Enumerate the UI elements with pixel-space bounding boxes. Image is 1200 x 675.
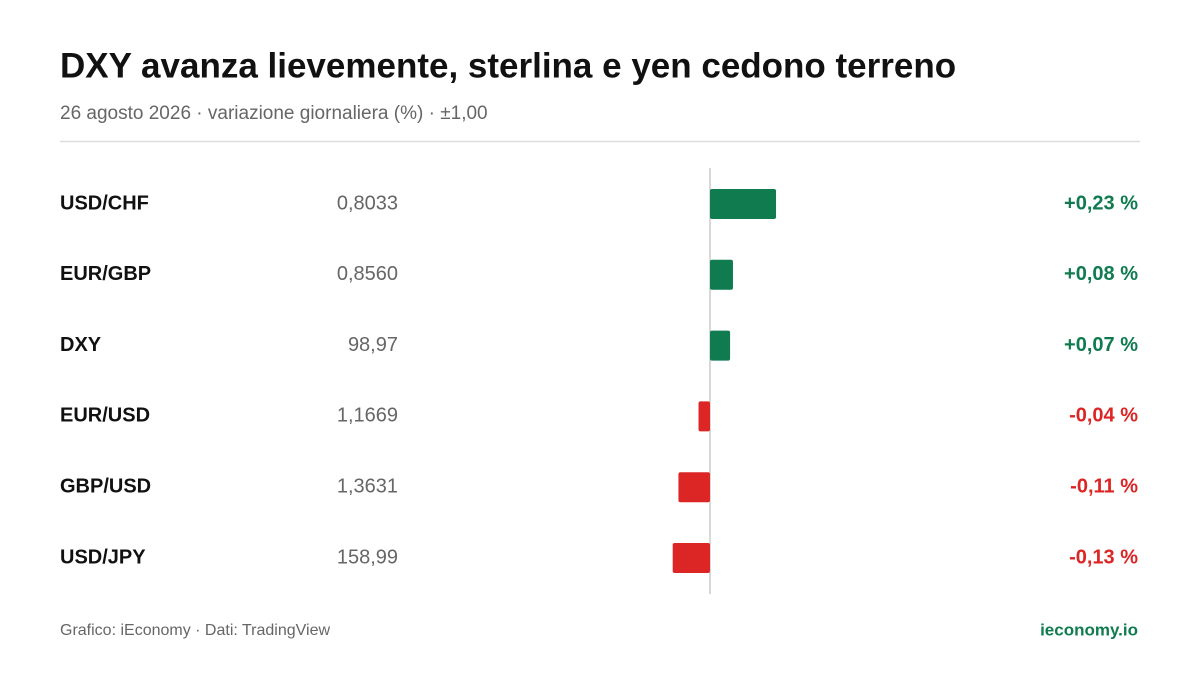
row-label: USD/JPY (60, 546, 146, 568)
price: 158,99 (337, 546, 398, 568)
value-label: +0,08 % (1064, 263, 1138, 285)
price: 0,8033 (337, 192, 398, 214)
brand: ieconomy.io (1040, 620, 1138, 639)
row-label: GBP/USD (60, 475, 151, 497)
price: 98,97 (348, 334, 398, 356)
value-label: +0,23 % (1064, 192, 1138, 214)
row-label: EUR/GBP (60, 263, 151, 285)
chart-subtitle: 26 agosto 2026 · variazione giornaliera … (60, 103, 488, 124)
source: Grafico: iEconomy · Dati: TradingView (60, 622, 330, 639)
bar (698, 401, 710, 432)
value-label: -0,04 % (1069, 405, 1138, 427)
bar (672, 543, 710, 573)
bar (710, 189, 777, 219)
bar (710, 330, 731, 361)
value-label: -0,13 % (1069, 546, 1138, 568)
row-label: USD/CHF (60, 192, 149, 214)
chart-title: DXY avanza lievemente, sterlina e yen ce… (60, 46, 956, 85)
row-label: EUR/USD (60, 405, 150, 427)
price: 1,3631 (337, 475, 398, 497)
price: 1,1669 (337, 405, 398, 427)
bar (710, 259, 733, 290)
price: 0,8560 (337, 263, 398, 285)
bar (678, 472, 710, 503)
value-label: +0,07 % (1064, 334, 1138, 356)
value-label: -0,11 % (1070, 475, 1138, 497)
row-label: DXY (60, 334, 102, 356)
